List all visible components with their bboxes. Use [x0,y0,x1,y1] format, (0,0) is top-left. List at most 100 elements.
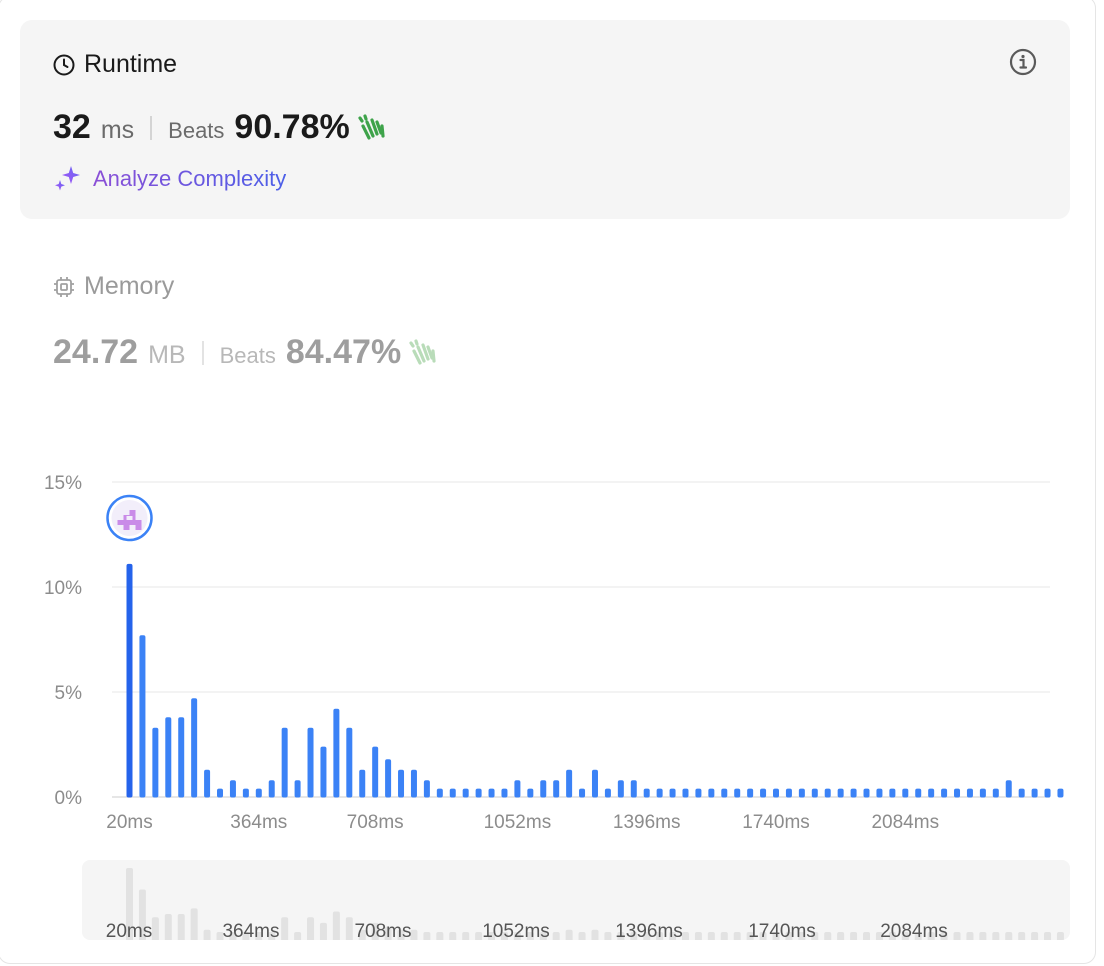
overview-bar [888,932,896,940]
distribution-bar[interactable] [229,780,236,798]
distribution-bar[interactable] [954,788,961,798]
distribution-bar[interactable] [475,788,482,798]
overview-bar [475,932,483,940]
distribution-bar[interactable] [1005,780,1012,798]
stat-divider [201,340,204,365]
chart-overview-brush[interactable]: 20ms 364ms 708ms 1052ms 1396ms 1740ms 2084ms [82,860,1070,940]
distribution-bar[interactable] [928,788,935,798]
distribution-bar[interactable] [242,788,249,798]
overview-bar [345,917,353,940]
distribution-bar[interactable] [139,635,146,798]
info-icon[interactable] [1008,47,1038,77]
distribution-bar[interactable] [566,769,573,798]
analyze-complexity-link[interactable]: Analyze Complexity [53,165,286,193]
distribution-bar[interactable] [876,788,883,798]
distribution-bar[interactable] [747,788,754,798]
distribution-bar[interactable] [941,788,948,798]
distribution-bar[interactable] [1057,788,1064,798]
distribution-bar[interactable] [889,788,896,798]
distribution-bar[interactable] [1031,788,1038,798]
distribution-bar[interactable] [501,788,508,798]
overview-bar [720,932,728,940]
overview-bar [358,929,366,940]
overview-bar [604,932,612,940]
distribution-bar[interactable] [682,788,689,798]
runtime-card[interactable]: Runtime 32 ms Beats 90.78% [20,20,1070,219]
distribution-bar[interactable] [152,727,159,798]
distribution-bar[interactable] [1018,788,1025,798]
distribution-bar[interactable] [423,780,430,798]
distribution-bar[interactable] [398,769,405,798]
memory-unit: MB [148,341,186,369]
distribution-bar[interactable] [436,788,443,798]
overview-chart[interactable]: 20ms 364ms 708ms 1052ms 1396ms 1740ms 2084ms [82,860,1070,940]
overview-bar [203,929,211,940]
distribution-bar[interactable] [630,780,637,798]
distribution-bar[interactable] [785,788,792,798]
distribution-bar[interactable] [255,788,262,798]
distribution-bar[interactable] [462,788,469,798]
distribution-bar[interactable] [850,788,857,798]
overview-tick-label: 1740ms [748,921,816,940]
overview-bar [837,932,845,940]
distribution-bar[interactable] [410,769,417,798]
distribution-bar[interactable] [617,780,624,798]
distribution-bar[interactable] [863,788,870,798]
distribution-bar[interactable] [992,788,999,798]
distribution-bar[interactable] [333,708,340,798]
distribution-bar[interactable] [979,788,986,798]
distribution-bar[interactable] [591,769,598,798]
distribution-bar[interactable] [320,746,327,798]
distribution-bar[interactable] [656,788,663,798]
overview-bar [371,922,379,940]
user-avatar-marker[interactable] [106,494,153,542]
distribution-bar[interactable] [527,788,534,798]
distribution-bar[interactable] [966,788,973,798]
distribution-bar[interactable] [902,788,909,798]
distribution-bar[interactable] [604,788,611,798]
distribution-bar[interactable] [281,727,288,798]
distribution-bar[interactable] [126,563,133,798]
distribution-bar[interactable] [773,788,779,798]
distribution-bar[interactable] [915,788,922,798]
distribution-bar[interactable] [217,788,224,798]
distribution-bar[interactable] [824,788,831,798]
distribution-bar[interactable] [204,769,211,798]
distribution-bar[interactable] [760,788,767,798]
distribution-bar[interactable] [695,788,702,798]
overview-bar [630,932,638,940]
distribution-bar[interactable] [165,717,172,798]
distribution-bar[interactable] [643,788,650,798]
distribution-bar[interactable] [811,788,818,798]
runtime-distribution-chart[interactable]: 15% 10% 5% 0% 20ms 364ms 708ms 1052ms 1396ms 174… [0,440,1104,840]
distribution-bar[interactable] [191,698,198,798]
distribution-bar[interactable] [514,780,521,798]
overview-bar [410,929,418,940]
overview-bar [1031,932,1039,940]
distribution-bar[interactable] [178,717,185,798]
distribution-bar[interactable] [721,788,728,798]
distribution-bar[interactable] [268,780,275,798]
distribution-bar[interactable] [488,788,495,798]
distribution-bar[interactable] [669,788,676,798]
distribution-bar[interactable] [1044,788,1051,798]
distribution-bar[interactable] [359,769,366,798]
distribution-bar[interactable] [294,780,301,798]
distribution-bar[interactable] [307,727,314,798]
distribution-bar[interactable] [734,788,741,798]
distribution-bar[interactable] [385,759,392,798]
distribution-bar[interactable] [837,788,844,798]
memory-header[interactable]: Memory [52,272,174,301]
distribution-bar[interactable] [798,788,805,798]
distribution-bar[interactable] [579,788,586,798]
x-tick-label: 2084ms [871,812,939,833]
distribution-bar[interactable] [449,788,456,798]
distribution-bar[interactable] [346,727,353,798]
distribution-bar[interactable] [553,780,560,798]
overview-bar [1018,932,1026,940]
overview-bar [824,932,832,940]
distribution-bar[interactable] [540,780,547,798]
distribution-bar[interactable] [372,746,379,798]
distribution-bar[interactable] [708,788,715,798]
overview-bar [384,926,392,940]
